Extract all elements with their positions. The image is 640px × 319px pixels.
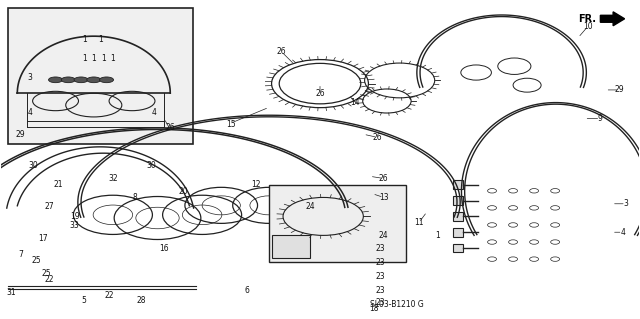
Text: 14: 14 bbox=[350, 98, 360, 107]
Text: 4: 4 bbox=[28, 108, 33, 116]
Text: 23: 23 bbox=[376, 286, 385, 295]
Text: 6: 6 bbox=[244, 286, 249, 295]
Text: 9: 9 bbox=[598, 114, 603, 123]
Text: 31: 31 bbox=[6, 288, 16, 297]
Text: 26: 26 bbox=[166, 123, 175, 132]
Text: 1: 1 bbox=[98, 35, 102, 44]
Text: 16: 16 bbox=[159, 243, 169, 253]
Text: 17: 17 bbox=[38, 234, 47, 243]
Text: 4: 4 bbox=[152, 108, 157, 116]
Text: 23: 23 bbox=[376, 258, 385, 267]
Text: 3: 3 bbox=[623, 199, 628, 208]
Text: 4: 4 bbox=[620, 228, 625, 237]
Text: 29: 29 bbox=[614, 85, 624, 94]
Ellipse shape bbox=[100, 77, 113, 83]
Text: 11: 11 bbox=[414, 218, 424, 227]
Text: 20: 20 bbox=[178, 187, 188, 196]
Text: 25: 25 bbox=[31, 256, 41, 265]
Text: 3: 3 bbox=[28, 73, 33, 82]
Bar bbox=[272, 235, 310, 257]
Text: 33: 33 bbox=[70, 221, 79, 230]
Bar bbox=[452, 228, 463, 237]
Bar bbox=[452, 196, 463, 205]
Text: 30: 30 bbox=[147, 161, 156, 170]
Text: 1: 1 bbox=[92, 54, 96, 63]
Text: 26: 26 bbox=[277, 48, 287, 56]
Text: 28: 28 bbox=[137, 296, 147, 305]
Text: 26: 26 bbox=[379, 174, 388, 183]
Text: 1: 1 bbox=[111, 54, 115, 63]
Text: 26: 26 bbox=[372, 133, 382, 142]
Text: SL03-B1210 G: SL03-B1210 G bbox=[369, 300, 423, 309]
Ellipse shape bbox=[61, 77, 76, 83]
Text: 21: 21 bbox=[54, 180, 63, 189]
Text: 29: 29 bbox=[16, 130, 26, 139]
Text: 32: 32 bbox=[108, 174, 118, 183]
Text: 12: 12 bbox=[252, 180, 261, 189]
Text: 1: 1 bbox=[82, 54, 86, 63]
Text: 8: 8 bbox=[133, 193, 138, 202]
Ellipse shape bbox=[49, 77, 63, 83]
Text: 7: 7 bbox=[18, 250, 23, 259]
Text: 5: 5 bbox=[82, 296, 86, 305]
Text: 15: 15 bbox=[226, 120, 236, 129]
Text: 23: 23 bbox=[376, 272, 385, 281]
Text: 24: 24 bbox=[379, 231, 388, 240]
Text: 22: 22 bbox=[105, 291, 115, 300]
Bar bbox=[452, 212, 463, 221]
Text: 13: 13 bbox=[379, 193, 388, 202]
Bar bbox=[8, 8, 193, 144]
Ellipse shape bbox=[74, 77, 88, 83]
Bar bbox=[452, 244, 463, 252]
Text: 23: 23 bbox=[376, 243, 385, 253]
Text: 23: 23 bbox=[376, 298, 385, 307]
Text: 18: 18 bbox=[369, 304, 379, 313]
Text: 27: 27 bbox=[44, 203, 54, 211]
Bar bbox=[269, 185, 406, 262]
Bar bbox=[452, 180, 463, 189]
Ellipse shape bbox=[87, 77, 100, 83]
Text: 24: 24 bbox=[306, 203, 316, 211]
FancyArrow shape bbox=[600, 12, 625, 26]
Text: 25: 25 bbox=[41, 269, 51, 278]
Text: 10: 10 bbox=[583, 22, 593, 31]
Text: 1: 1 bbox=[435, 231, 440, 240]
Text: 26: 26 bbox=[315, 89, 325, 98]
Text: 19: 19 bbox=[70, 212, 79, 221]
Text: 1: 1 bbox=[82, 35, 86, 44]
Text: 1: 1 bbox=[101, 54, 106, 63]
Text: 22: 22 bbox=[44, 275, 54, 284]
Text: 30: 30 bbox=[28, 161, 38, 170]
Text: FR.: FR. bbox=[578, 14, 596, 24]
